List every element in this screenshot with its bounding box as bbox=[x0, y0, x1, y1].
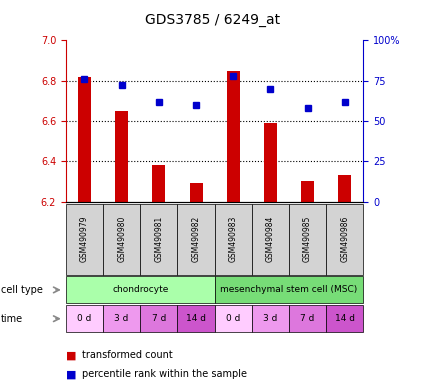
Bar bbox=[301, 181, 314, 202]
Text: GSM490985: GSM490985 bbox=[303, 216, 312, 262]
Bar bbox=[78, 76, 91, 202]
Text: 7 d: 7 d bbox=[152, 314, 166, 323]
Bar bbox=[152, 165, 165, 202]
Bar bbox=[115, 111, 128, 202]
Text: GSM490981: GSM490981 bbox=[154, 216, 163, 262]
Text: GSM490980: GSM490980 bbox=[117, 216, 126, 262]
Text: GSM490984: GSM490984 bbox=[266, 216, 275, 262]
Text: 7 d: 7 d bbox=[300, 314, 315, 323]
Text: GSM490979: GSM490979 bbox=[80, 216, 89, 262]
Text: 14 d: 14 d bbox=[335, 314, 355, 323]
Text: GSM490983: GSM490983 bbox=[229, 216, 238, 262]
Text: 0 d: 0 d bbox=[77, 314, 92, 323]
Text: 14 d: 14 d bbox=[186, 314, 206, 323]
Text: 3 d: 3 d bbox=[114, 314, 129, 323]
Bar bbox=[338, 175, 351, 202]
Text: 0 d: 0 d bbox=[226, 314, 241, 323]
Text: percentile rank within the sample: percentile rank within the sample bbox=[82, 369, 247, 379]
Bar bbox=[264, 123, 277, 202]
Text: GSM490982: GSM490982 bbox=[192, 216, 201, 262]
Bar bbox=[227, 71, 240, 202]
Text: cell type: cell type bbox=[1, 285, 43, 295]
Text: 3 d: 3 d bbox=[263, 314, 278, 323]
Bar bbox=[190, 184, 203, 202]
Text: transformed count: transformed count bbox=[82, 350, 173, 360]
Text: ■: ■ bbox=[66, 369, 76, 379]
Text: GDS3785 / 6249_at: GDS3785 / 6249_at bbox=[145, 13, 280, 27]
Text: mesenchymal stem cell (MSC): mesenchymal stem cell (MSC) bbox=[221, 285, 357, 295]
Text: GSM490986: GSM490986 bbox=[340, 216, 349, 262]
Text: chondrocyte: chondrocyte bbox=[112, 285, 168, 295]
Text: ■: ■ bbox=[66, 350, 76, 360]
Text: time: time bbox=[1, 314, 23, 324]
